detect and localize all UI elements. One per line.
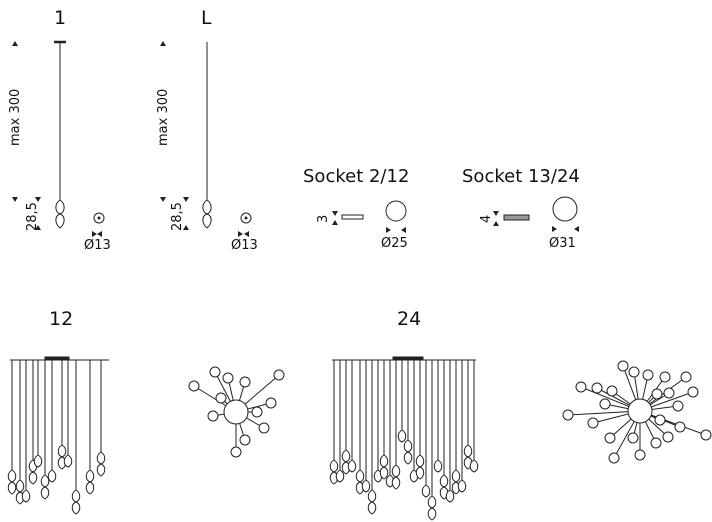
socket-small-side — [341, 214, 364, 220]
chandelier-24-elevation — [329, 356, 479, 521]
chandelier-24-plan — [562, 360, 712, 464]
group-12-label: 12 — [49, 308, 74, 330]
pendant-l-plan — [240, 212, 252, 224]
model-1-label: 1 — [54, 7, 67, 29]
chandelier-12-plan — [188, 366, 285, 458]
socket-large-title: Socket 13/24 — [462, 166, 580, 187]
pendant-l-elevation — [202, 42, 212, 229]
socket-small-plan — [385, 200, 407, 222]
chandelier-12-elevation — [7, 356, 109, 515]
pendant-1-plan — [93, 212, 105, 224]
group-24-label: 24 — [397, 308, 422, 330]
model-l-label: L — [201, 7, 212, 29]
arrow-icon — [12, 41, 102, 237]
pendant-1-elevation — [54, 40, 66, 229]
socket-large-plan — [552, 196, 578, 222]
socket-small-diameter-label: Ø25 — [381, 236, 408, 251]
socket-small-title: Socket 2/12 — [303, 166, 410, 187]
diameter-1-label: Ø13 — [84, 238, 111, 253]
socket-large-side — [503, 214, 530, 221]
diameter-l-label: Ø13 — [231, 238, 258, 253]
socket-large-diameter-label: Ø31 — [549, 236, 576, 251]
